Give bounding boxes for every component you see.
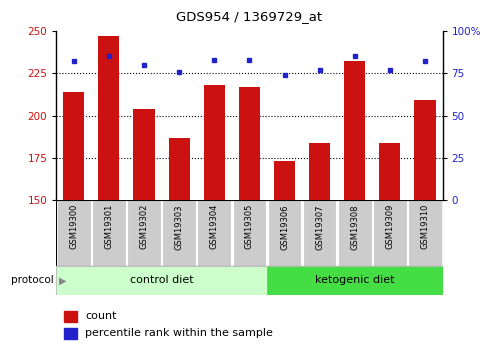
Bar bbox=[266, 266, 442, 295]
Bar bbox=[379, 142, 400, 200]
Bar bbox=[232, 200, 265, 266]
Bar bbox=[168, 138, 189, 200]
Bar bbox=[407, 200, 441, 266]
Text: control diet: control diet bbox=[129, 275, 193, 285]
Bar bbox=[197, 200, 231, 266]
Text: GSM19307: GSM19307 bbox=[314, 204, 324, 249]
Bar bbox=[337, 200, 371, 266]
Text: protocol: protocol bbox=[11, 275, 54, 285]
Bar bbox=[414, 100, 435, 200]
Bar bbox=[238, 87, 260, 200]
Bar bbox=[162, 200, 196, 266]
Bar bbox=[56, 266, 266, 295]
Text: GDS954 / 1369729_at: GDS954 / 1369729_at bbox=[176, 10, 322, 23]
Bar bbox=[133, 109, 154, 200]
Text: GSM19303: GSM19303 bbox=[174, 204, 183, 249]
Text: percentile rank within the sample: percentile rank within the sample bbox=[85, 328, 272, 338]
Text: GSM19304: GSM19304 bbox=[209, 204, 218, 249]
Text: count: count bbox=[85, 311, 117, 321]
Bar bbox=[57, 200, 90, 266]
Text: ▶: ▶ bbox=[59, 275, 66, 285]
Text: GSM19301: GSM19301 bbox=[104, 204, 113, 249]
Text: GSM19310: GSM19310 bbox=[420, 204, 428, 249]
Bar bbox=[273, 161, 294, 200]
Text: GSM19305: GSM19305 bbox=[244, 204, 253, 249]
Bar bbox=[92, 200, 125, 266]
Bar bbox=[302, 200, 336, 266]
Bar bbox=[64, 310, 77, 322]
Text: GSM19300: GSM19300 bbox=[69, 204, 78, 249]
Text: GSM19306: GSM19306 bbox=[280, 204, 288, 249]
Bar bbox=[308, 142, 329, 200]
Bar bbox=[63, 92, 84, 200]
Text: ketogenic diet: ketogenic diet bbox=[314, 275, 394, 285]
Bar bbox=[64, 328, 77, 339]
Bar bbox=[344, 61, 365, 200]
Bar bbox=[267, 200, 301, 266]
Bar bbox=[127, 200, 161, 266]
Text: GSM19308: GSM19308 bbox=[349, 204, 359, 249]
Bar bbox=[203, 85, 224, 200]
Text: GSM19309: GSM19309 bbox=[385, 204, 393, 249]
Bar bbox=[98, 36, 119, 200]
Bar bbox=[372, 200, 406, 266]
Text: GSM19302: GSM19302 bbox=[139, 204, 148, 249]
